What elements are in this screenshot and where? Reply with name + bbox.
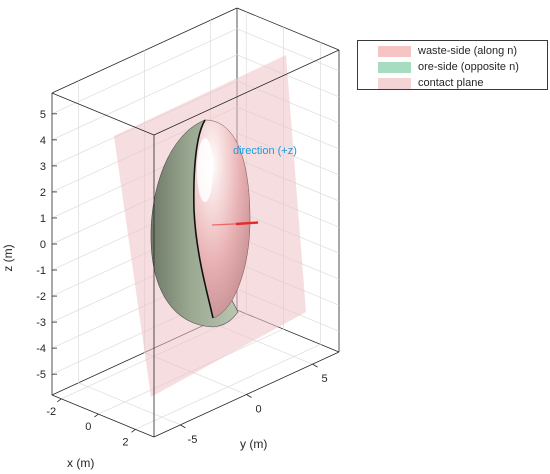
axes-ticks: -5 -4 -3 -2 -1 0 1 2 3 4 5 -2 0 2 -5 0 5 <box>36 109 327 449</box>
y-tick-label: 5 <box>322 373 328 385</box>
direction-annotation: direction (+z) <box>233 145 297 157</box>
legend-label: contact plane <box>418 77 484 89</box>
legend-label: ore-side (opposite n) <box>418 61 519 73</box>
x-tick-mark <box>131 429 136 433</box>
z-tick-label: -3 <box>36 317 46 329</box>
x-axis-label: x (m) <box>67 456 94 470</box>
axes-back-edge <box>236 7 340 51</box>
x-tick-label: 2 <box>122 436 128 448</box>
y-tick-mark <box>180 424 186 429</box>
legend-swatch <box>378 46 411 57</box>
legend-swatch <box>378 78 411 89</box>
z-tick-label: 3 <box>40 161 46 173</box>
legend-item-contact-plane: contact plane <box>358 76 547 91</box>
axes-front-edge <box>51 394 155 438</box>
z-tick-label: 4 <box>40 135 46 147</box>
z-gridline <box>236 28 340 72</box>
y-tick-label: 0 <box>255 404 261 416</box>
axes-front-edge <box>51 92 155 136</box>
legend-item-waste-side: waste-side (along n) <box>358 44 547 59</box>
z-tick-label: 2 <box>40 187 46 199</box>
legend-item-ore-side: ore-side (opposite n) <box>358 60 547 75</box>
y-tick-mark <box>246 394 252 398</box>
ellipsoid <box>150 119 251 328</box>
z-tick-label: -4 <box>36 343 46 355</box>
normal-arrow <box>211 221 259 226</box>
x-gridline <box>135 344 321 430</box>
z-tick-label: -2 <box>36 291 46 303</box>
z-gridline <box>236 54 340 98</box>
z-tick-label: 1 <box>40 213 46 225</box>
y-axis-label: y (m) <box>240 437 267 451</box>
y-gridline <box>78 382 181 426</box>
x-tick-mark <box>94 413 99 418</box>
legend-label: waste-side (along n) <box>418 45 518 57</box>
z-axis-label: z (m) <box>1 244 15 271</box>
x-tick-label: -2 <box>46 406 56 418</box>
legend-swatch <box>378 62 411 73</box>
specular-highlight <box>197 138 213 202</box>
y-tick-label: -5 <box>188 434 198 446</box>
legend: waste-side (along n) ore-side (opposite … <box>357 40 548 90</box>
x-tick-label: 0 <box>85 421 91 433</box>
z-tick-label: 0 <box>40 239 46 251</box>
z-tick-label: 5 <box>40 109 46 121</box>
axes-front-edge <box>153 49 340 136</box>
z-tick-label: -5 <box>36 369 46 381</box>
z-tick-label: -1 <box>36 265 46 277</box>
x-tick-mark <box>57 398 62 403</box>
y-tick-mark <box>312 363 318 368</box>
contact-boundary-curve <box>193 119 214 319</box>
